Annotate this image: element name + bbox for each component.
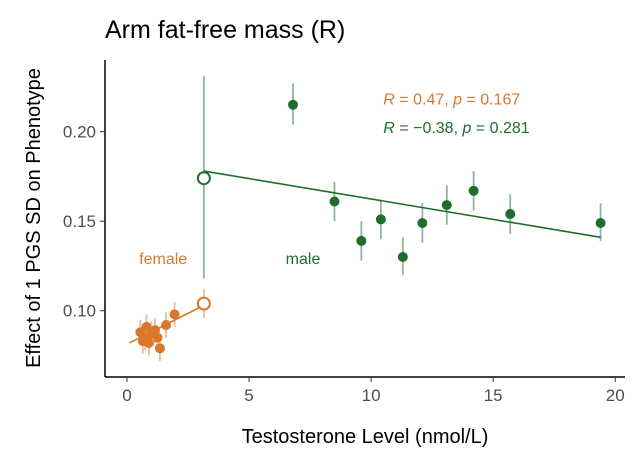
x-axis-label: Testosterone Level (nmol/L) xyxy=(242,426,489,448)
y-axis-label: Effect of 1 PGS SD on Phenotype xyxy=(23,68,45,368)
stat-label-part: = 0.281 xyxy=(471,120,529,137)
y-tick-label: 0.15 xyxy=(63,212,96,231)
series-male: male R = −0.38, p = 0.281 xyxy=(196,76,606,279)
open-data-point xyxy=(196,296,211,311)
data-point xyxy=(143,337,154,348)
stat-label-part: = −0.38, xyxy=(395,120,463,137)
stat-label-part: R xyxy=(383,120,395,137)
x-tick-label: 10 xyxy=(362,386,381,405)
stat-label-part: p xyxy=(461,120,471,137)
data-point xyxy=(468,185,479,196)
data-point xyxy=(329,196,340,207)
group-label-female: female xyxy=(139,251,187,268)
fit-line-male xyxy=(203,170,601,239)
data-point xyxy=(152,332,163,343)
x-tick-label: 15 xyxy=(484,386,503,405)
y-tick-label: 0.20 xyxy=(63,123,96,142)
x-tick-label: 0 xyxy=(122,386,131,405)
stat-label-female: R = 0.47, p = 0.167 xyxy=(383,92,520,109)
chart-title: Arm fat-free mass (R) xyxy=(105,16,345,44)
data-point xyxy=(141,321,152,332)
group-label-male: male xyxy=(286,251,321,268)
y-tick-label: 0.10 xyxy=(63,302,96,321)
data-point xyxy=(287,99,298,110)
series-female: female R = 0.47, p = 0.167 xyxy=(129,92,520,361)
stat-label-part: R xyxy=(383,92,395,109)
y-ticks: 0.10 0.15 0.20 xyxy=(63,123,105,321)
data-point xyxy=(417,217,428,228)
open-data-point xyxy=(196,171,211,186)
stat-label-part: = 0.167 xyxy=(462,92,520,109)
data-point xyxy=(595,217,606,228)
data-point xyxy=(397,252,408,263)
plot-area: female R = 0.47, p = 0.167 male R = −0.38, … xyxy=(129,76,606,361)
data-point xyxy=(356,235,367,246)
data-point xyxy=(161,320,172,331)
x-ticks: 0 5 10 15 20 xyxy=(122,377,625,405)
data-point xyxy=(441,200,452,211)
axes xyxy=(104,60,625,378)
data-point xyxy=(154,343,165,354)
stat-label-part: p xyxy=(452,92,462,109)
data-point xyxy=(505,209,516,220)
data-point xyxy=(375,214,386,225)
data-point xyxy=(169,309,180,320)
stat-label-male: R = −0.38, p = 0.281 xyxy=(383,120,529,137)
stat-label-part: = 0.47, xyxy=(395,92,453,109)
x-tick-label: 5 xyxy=(244,386,253,405)
x-tick-label: 20 xyxy=(606,386,625,405)
